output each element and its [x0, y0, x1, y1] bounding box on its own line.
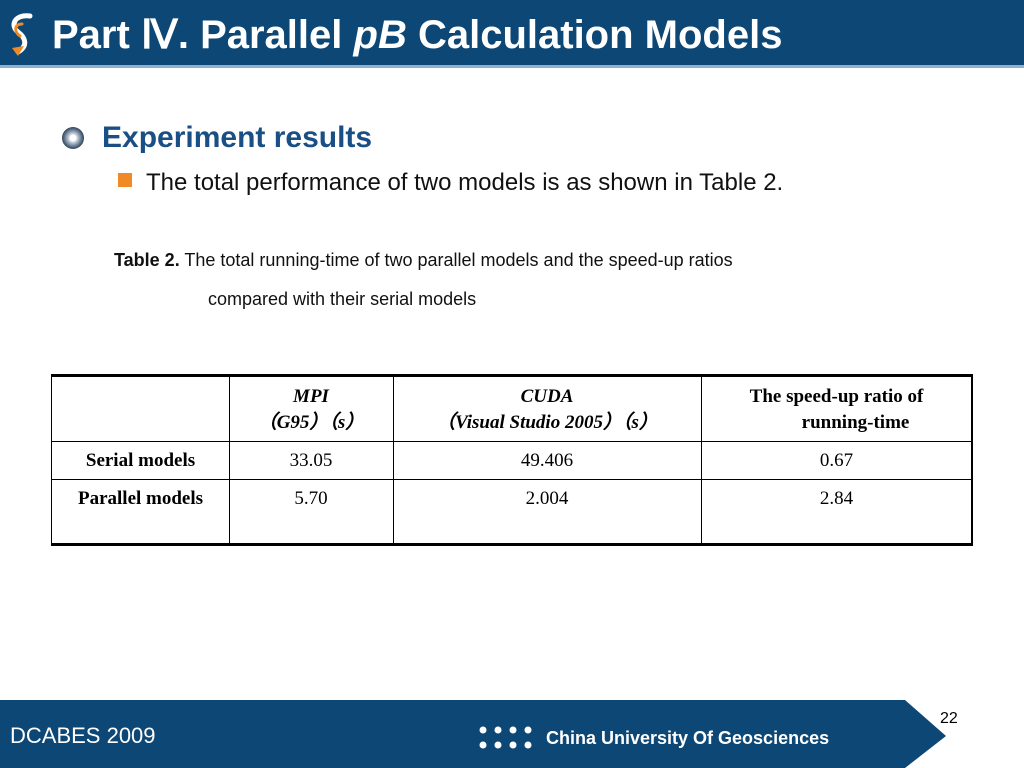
table-caption: Table 2. The total running-time of two p… — [114, 250, 733, 270]
row-label: Parallel models — [77, 488, 204, 509]
slide-footer — [0, 700, 946, 768]
cell-ratio: 2.84 — [819, 488, 854, 509]
table-row: Serial models 33.05 49.406 0.67 — [52, 441, 971, 480]
table-caption-label: Table 2. — [114, 250, 180, 270]
cell-ratio: 0.67 — [819, 450, 854, 471]
dot-grid-icon — [479, 726, 532, 749]
footer-university: China University Of Geosciences — [546, 728, 830, 748]
results-table: MPI （G95）（s） CUDA （Visual Studio 2005）（s… — [51, 374, 973, 546]
slide-header: Part Ⅳ. Parallel pB Calculation Models — [0, 0, 1024, 68]
title-emphasis: pB — [353, 13, 407, 57]
header-speedup: The speed-up ratio of running-time — [749, 386, 924, 433]
square-bullet-icon — [118, 173, 132, 187]
header-mpi: MPI （G95）（s） — [257, 386, 365, 433]
header-cuda: CUDA （Visual Studio 2005）（s） — [436, 386, 658, 433]
page-number: 22 — [940, 710, 958, 727]
table-header-row: MPI （G95）（s） CUDA （Visual Studio 2005）（s… — [52, 377, 971, 442]
table-caption-continuation: compared with their serial models — [208, 289, 477, 309]
bullet-text: The total performance of two models is a… — [146, 169, 784, 196]
cell-cuda: 49.406 — [520, 450, 574, 471]
cell-cuda: 2.004 — [525, 488, 569, 509]
section-bullet-icon — [62, 127, 84, 149]
cell-mpi: 33.05 — [289, 450, 333, 471]
footer-arrow-band — [0, 700, 946, 768]
slide-title: Part Ⅳ. Parallel pB Calculation Models — [52, 13, 783, 57]
section-heading: Experiment results — [102, 121, 373, 154]
row-label: Serial models — [85, 450, 196, 471]
table-row: Parallel models 5.70 2.004 2.84 — [52, 479, 971, 544]
s-curve-arrow-icon — [11, 13, 33, 56]
cell-mpi: 5.70 — [294, 488, 328, 509]
footer-conference: DCABES 2009 — [10, 723, 156, 748]
